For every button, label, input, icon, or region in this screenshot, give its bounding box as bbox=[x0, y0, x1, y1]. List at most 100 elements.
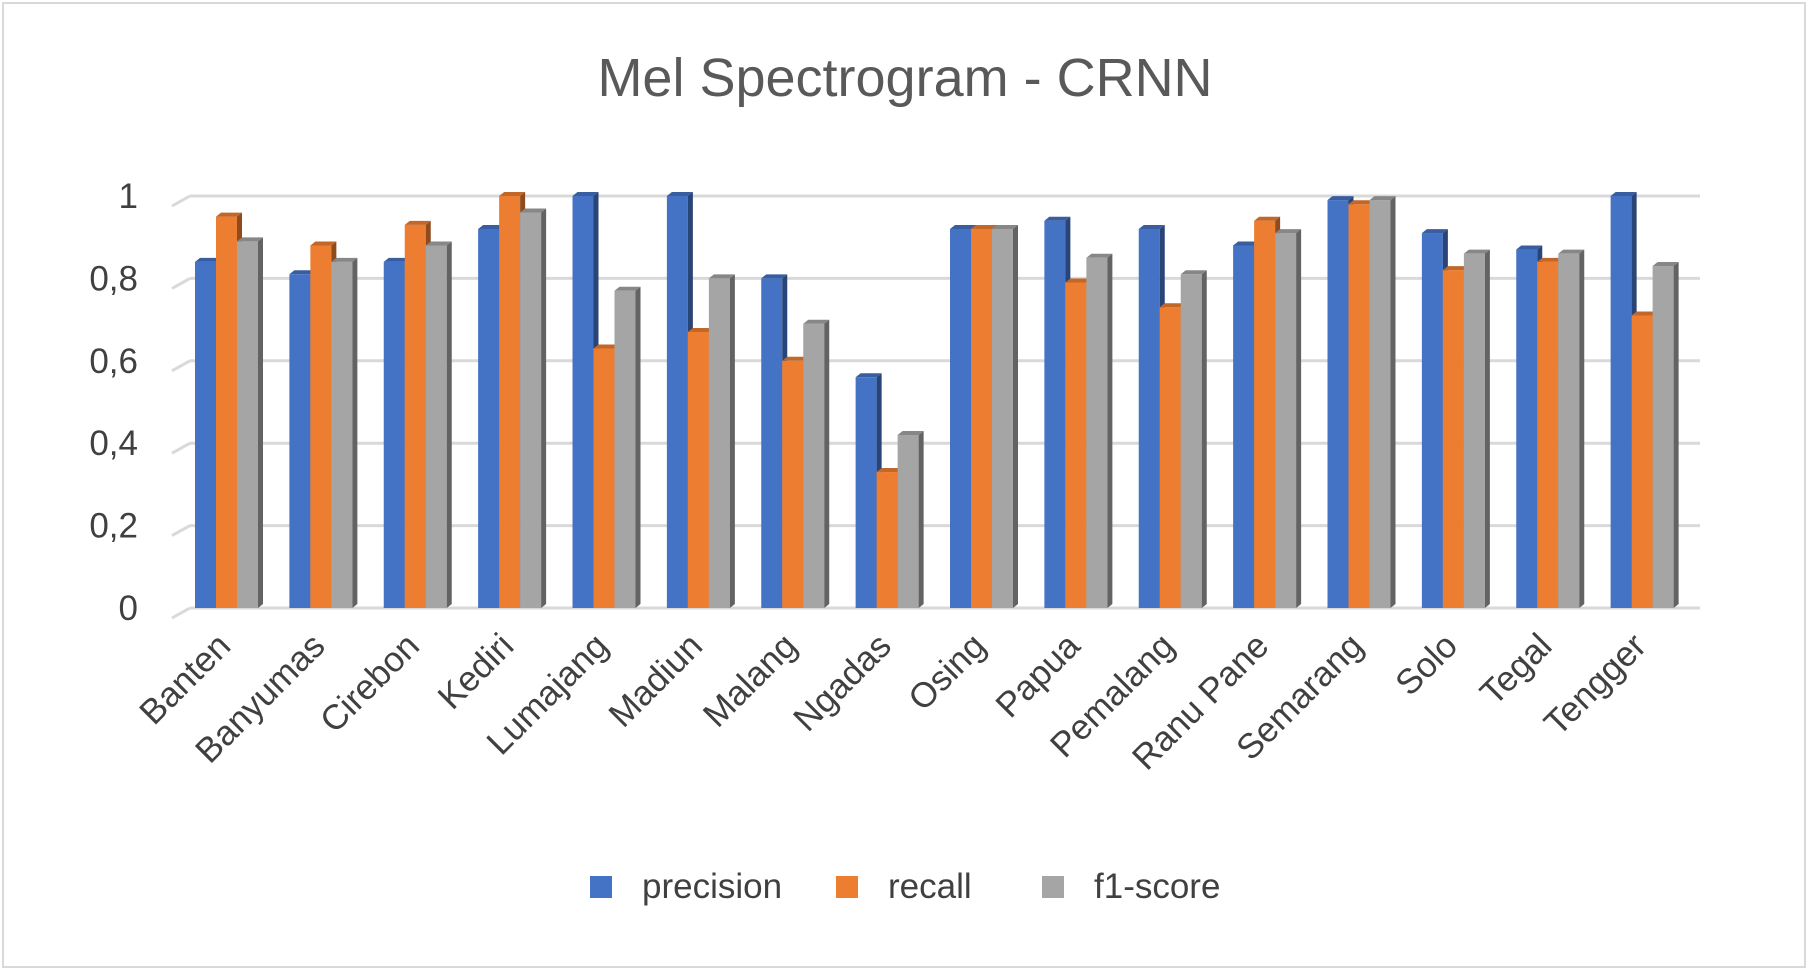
bar-front bbox=[310, 245, 332, 608]
bar-top bbox=[1631, 311, 1658, 316]
bar-side bbox=[258, 237, 263, 608]
bar-front bbox=[1610, 196, 1632, 608]
bar-top bbox=[1463, 249, 1490, 254]
bar-top bbox=[404, 220, 431, 225]
bar-top bbox=[1537, 257, 1564, 262]
chart-title: Mel Spectrogram - CRNN bbox=[597, 48, 1212, 108]
bar-top bbox=[782, 356, 809, 361]
x-tick-label: Osing bbox=[901, 626, 993, 718]
bar-top bbox=[1421, 229, 1448, 234]
bar-top bbox=[1327, 196, 1354, 201]
legend-label: recall bbox=[888, 867, 972, 906]
bar-top bbox=[1180, 270, 1207, 275]
bar-side bbox=[918, 430, 924, 608]
bar-front bbox=[404, 224, 426, 608]
gridline-depth bbox=[171, 524, 191, 537]
bar-f1-score-osing bbox=[992, 224, 1018, 608]
legend-label: precision bbox=[642, 867, 782, 906]
bar-f1-score-ngadas bbox=[897, 430, 924, 608]
bar-front bbox=[1421, 233, 1443, 608]
bar-f1-score-papua bbox=[1086, 253, 1113, 609]
bar-top bbox=[499, 192, 526, 196]
bar-top bbox=[1065, 278, 1092, 283]
legend-swatch bbox=[590, 876, 612, 898]
bar-top bbox=[593, 344, 620, 349]
bar-front bbox=[593, 348, 615, 608]
bar-front bbox=[1275, 233, 1297, 608]
bar-top bbox=[855, 373, 882, 378]
bar-side bbox=[824, 319, 830, 608]
bar-front bbox=[1086, 257, 1108, 608]
bar-front bbox=[1631, 315, 1653, 608]
x-tick-label: Tengger bbox=[1537, 626, 1654, 743]
bar-front bbox=[1327, 200, 1349, 608]
bar-front bbox=[237, 241, 258, 608]
bar-top bbox=[425, 241, 452, 246]
bar-front bbox=[331, 261, 353, 608]
x-tick-label: Cirebon bbox=[313, 626, 427, 740]
bar-top bbox=[992, 224, 1018, 229]
bar-top bbox=[1516, 245, 1543, 250]
y-axis-ticks: 0 0,2 0,4 0,6 0,8 1 bbox=[89, 177, 138, 628]
bar-front bbox=[195, 261, 216, 608]
x-tick-label: Tegal bbox=[1473, 626, 1560, 713]
bar-front bbox=[1044, 220, 1066, 608]
bar-front bbox=[782, 360, 804, 608]
x-tick-label: Malang bbox=[696, 626, 805, 735]
bar-side bbox=[729, 274, 735, 608]
bar-f1-score-tengger bbox=[1652, 262, 1679, 608]
bar-front bbox=[520, 212, 542, 609]
bar-front bbox=[950, 228, 971, 608]
bar-top bbox=[478, 224, 505, 229]
bar-top bbox=[803, 319, 830, 324]
bar-front bbox=[1348, 204, 1370, 609]
bar-front bbox=[1159, 307, 1181, 608]
bar-side bbox=[1107, 253, 1113, 609]
x-tick-label: Solo bbox=[1388, 626, 1465, 703]
legend-swatch bbox=[836, 876, 858, 898]
bar-top bbox=[1254, 216, 1281, 221]
bar-front bbox=[1369, 200, 1391, 608]
gridline-depth bbox=[171, 441, 191, 455]
bar-front bbox=[1180, 274, 1202, 608]
bar-top bbox=[237, 237, 263, 242]
bar-top bbox=[950, 224, 976, 229]
bar-side bbox=[1013, 224, 1018, 608]
bar-top bbox=[1348, 200, 1375, 205]
bar-top bbox=[216, 212, 242, 217]
bar-top bbox=[289, 270, 316, 275]
bar-front bbox=[666, 196, 688, 608]
bar-front bbox=[572, 196, 594, 608]
bar-top bbox=[1610, 192, 1637, 196]
bar-front bbox=[687, 331, 709, 608]
bar-f1-score-ranu-pane bbox=[1275, 229, 1302, 608]
bar-f1-score-cirebon bbox=[425, 241, 452, 608]
bar-front bbox=[383, 261, 405, 608]
bar-top bbox=[383, 257, 410, 262]
bar-top bbox=[1086, 253, 1113, 258]
bar-top bbox=[572, 192, 599, 196]
bar-front bbox=[614, 290, 636, 608]
x-tick-label: Madiun bbox=[601, 626, 710, 735]
gridline-depth bbox=[171, 606, 191, 620]
bar-front bbox=[499, 196, 521, 608]
bar-front bbox=[216, 216, 237, 608]
y-tick-label: 0,8 bbox=[89, 259, 138, 298]
y-tick-label: 0,4 bbox=[89, 424, 138, 463]
bar-side bbox=[541, 208, 547, 609]
bar-front bbox=[708, 278, 730, 608]
bar-side bbox=[1673, 262, 1679, 608]
bar-f1-score-solo bbox=[1463, 249, 1490, 608]
bar-top bbox=[897, 430, 924, 435]
bar-top bbox=[1275, 229, 1302, 234]
bar-front bbox=[992, 228, 1013, 608]
bar-side bbox=[1296, 229, 1302, 608]
legend-item-precision: precision bbox=[590, 867, 782, 906]
bar-front bbox=[971, 228, 992, 608]
bar-f1-score-lumajang bbox=[614, 286, 641, 608]
bar-top bbox=[687, 327, 714, 332]
bars bbox=[195, 192, 1679, 609]
bar-top bbox=[876, 468, 903, 473]
bar-top bbox=[310, 241, 337, 246]
